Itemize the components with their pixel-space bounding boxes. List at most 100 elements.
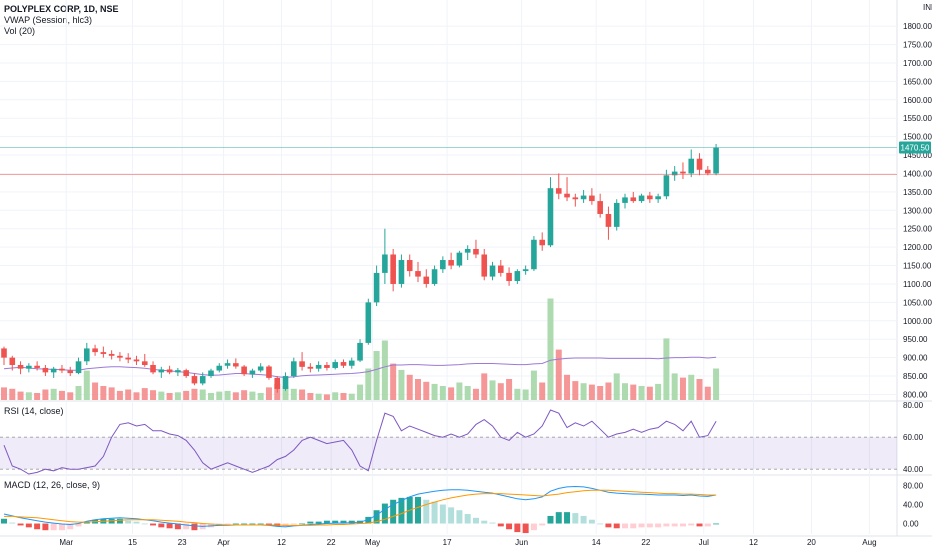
time-tick-label: 17 — [443, 538, 452, 547]
macd-histogram-bar — [679, 523, 686, 527]
candle-body — [175, 370, 181, 373]
price-tick-label: 850.00 — [903, 372, 928, 381]
volume-bar — [688, 374, 695, 400]
time-tick-label: Apr — [217, 538, 230, 547]
volume-bar — [208, 393, 214, 400]
candle-body — [680, 171, 686, 174]
macd-histogram-bar — [373, 510, 380, 524]
chart-legend: POLYPLEX CORP, 1D, NSE VWAP (Session, hl… — [4, 4, 119, 37]
volume-bar — [299, 389, 306, 400]
volume-bar — [555, 349, 562, 400]
macd-histogram-bar — [150, 523, 157, 526]
macd-series — [3, 485, 717, 528]
macd-histogram-bar — [472, 517, 479, 524]
macd-histogram-bar — [605, 523, 612, 528]
volume-bar — [671, 373, 678, 400]
volume-bar — [232, 392, 239, 400]
signal-series — [4, 489, 717, 526]
volume-bar — [365, 368, 372, 400]
macd-histogram-bar — [547, 515, 554, 524]
candle-body — [75, 361, 82, 374]
candle-body — [125, 357, 131, 360]
candle-body — [572, 197, 579, 200]
macd-histogram-bar — [655, 523, 662, 528]
rsi-series — [3, 409, 717, 475]
price-tick-label: 1250.00 — [903, 225, 932, 234]
volume-bar — [597, 386, 604, 400]
macd-tick-label: 80.00 — [903, 482, 924, 491]
candle-body — [663, 175, 670, 197]
macd-histogram-bar — [323, 520, 330, 524]
candle-body — [241, 366, 247, 375]
candle-body — [150, 365, 156, 373]
time-axis: Mar 15 23 Apr 12 22 May 17 Jun 14 22 Jul 12 20 Aug — [59, 538, 876, 547]
macd-histogram-bar — [613, 523, 620, 529]
volume-bars — [1, 298, 720, 400]
volume-bar — [290, 388, 297, 400]
rsi-band — [0, 437, 897, 470]
macd-histogram-bar — [530, 523, 537, 531]
candle-body — [506, 272, 512, 282]
volume-bar — [357, 384, 364, 400]
volume-bar — [448, 387, 455, 400]
candle-body — [357, 342, 363, 361]
candle-body — [481, 254, 488, 277]
candle-body — [498, 265, 504, 273]
macd-histogram-bar — [265, 523, 272, 525]
candle-body — [440, 260, 446, 270]
volume-bar — [696, 379, 703, 400]
candle-body — [398, 260, 405, 284]
candle-body — [605, 213, 612, 227]
price-tick-label: 1700.00 — [903, 59, 932, 68]
time-tick-label: 20 — [807, 538, 816, 547]
macd-histogram-bar — [158, 523, 165, 528]
macd-histogram-bar — [506, 523, 513, 530]
price-tick-label: 1050.00 — [903, 298, 932, 307]
macd-histogram-bar — [125, 520, 132, 524]
macd-legend: MACD (12, 26, close, 9) — [4, 480, 101, 490]
time-tick-label: 12 — [749, 538, 758, 547]
volume-bar — [265, 387, 272, 400]
time-tick-label: Aug — [862, 538, 876, 547]
candle-body — [647, 195, 653, 200]
candle-body — [84, 348, 90, 362]
macd-histogram-bar — [390, 499, 397, 524]
candle-body — [17, 365, 24, 369]
volume-bar — [472, 388, 479, 400]
reference-lines — [0, 147, 897, 175]
macd-histogram-bar — [67, 523, 74, 530]
volume-bar — [406, 374, 413, 400]
volume-bar — [58, 390, 65, 400]
macd-histogram-bar — [1, 518, 7, 524]
candle-body — [622, 197, 628, 203]
macd-histogram-bar — [555, 512, 562, 524]
volume-bar — [42, 389, 49, 400]
macd-histogram-bar — [514, 523, 521, 533]
macd-histogram-bar — [133, 521, 140, 524]
candle-body — [291, 361, 297, 377]
macd-histogram-bar — [522, 523, 529, 534]
volume-bar — [241, 390, 248, 400]
price-tick-label: 1100.00 — [903, 280, 932, 289]
candle-body — [183, 370, 189, 377]
candle-body — [332, 362, 338, 368]
volume-bar — [307, 393, 314, 400]
candle-body — [382, 254, 388, 273]
time-tick-label: Mar — [59, 538, 73, 547]
time-tick-label: Jun — [515, 538, 528, 547]
candle-body — [580, 195, 587, 200]
candle-body — [705, 169, 711, 174]
volume-bar — [373, 351, 380, 400]
candle-body — [59, 368, 65, 371]
volume-bar — [530, 370, 537, 400]
last-price-badge — [899, 141, 931, 154]
candle-body — [390, 254, 396, 284]
candle-body — [299, 361, 305, 367]
volume-bar — [431, 383, 438, 400]
macd-histogram-bar — [75, 523, 82, 527]
volume-bar — [713, 368, 720, 400]
macd-histogram-bar — [50, 523, 57, 531]
volume-bar — [183, 390, 190, 400]
volume-bar — [9, 388, 16, 400]
